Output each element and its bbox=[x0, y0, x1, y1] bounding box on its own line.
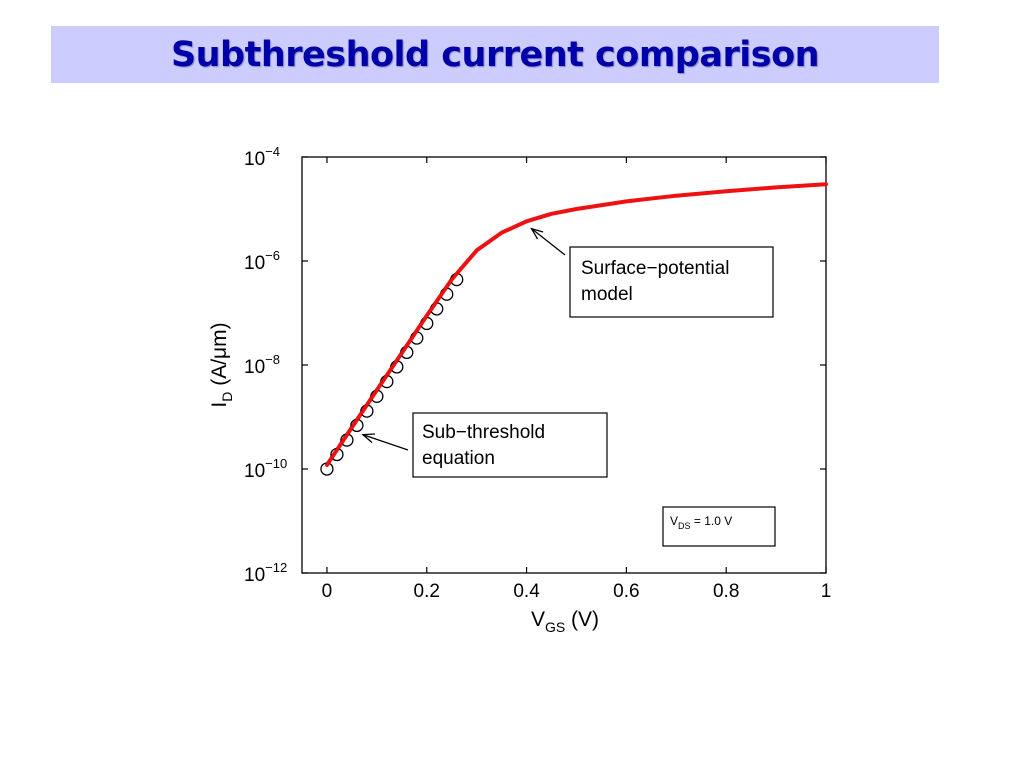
x-tick-label: 1 bbox=[821, 581, 832, 602]
vds-label: VDS = 1.0 V bbox=[670, 514, 732, 531]
y-tick-label: 10−6 bbox=[244, 248, 280, 274]
annotation-box bbox=[412, 412, 608, 478]
annotation-surface-potential: Surface−potential model bbox=[569, 246, 774, 318]
annotation-text-line2: model bbox=[581, 284, 633, 305]
series-line-overlay bbox=[325, 248, 479, 467]
x-axis-label: VGS (V) bbox=[531, 608, 599, 635]
annotation-box bbox=[569, 246, 774, 318]
arrow-head bbox=[530, 227, 544, 240]
arrow-shaft bbox=[362, 434, 409, 451]
plot-marks: 0 0.2 0.4 0.6 0.8 1 10−4 10−6 10−8 10−10 10−12 bbox=[244, 144, 831, 602]
x-tick-label: 0.6 bbox=[613, 581, 639, 602]
slide-title: Subthreshold current comparison bbox=[170, 34, 820, 75]
y-tick-label: 10−4 bbox=[244, 144, 280, 170]
title-bar: Subthreshold current comparison bbox=[51, 26, 939, 83]
annotation-subthreshold: Sub−threshold equation bbox=[412, 412, 608, 478]
annotation-text-line1: Sub−threshold bbox=[422, 422, 545, 443]
arrow-head bbox=[361, 433, 375, 443]
x-tick-label: 0.4 bbox=[513, 581, 540, 602]
annotation-vds: VDS = 1.0 V bbox=[662, 506, 776, 547]
y-axis-label: ID (A/μm) bbox=[208, 322, 235, 407]
annotation-box bbox=[662, 506, 776, 547]
arrow-surface-potential bbox=[530, 227, 566, 256]
x-tick-label: 0.2 bbox=[414, 581, 440, 602]
y-tick-label: 10−12 bbox=[244, 560, 287, 586]
y-tick-label: 10−8 bbox=[244, 352, 280, 378]
annotation-text-line1: Surface−potential bbox=[581, 258, 729, 279]
x-tick-label: 0 bbox=[322, 581, 333, 602]
x-tick-label: 0.8 bbox=[713, 581, 739, 602]
annotation-text-line2: equation bbox=[422, 448, 495, 469]
arrow-subthreshold bbox=[361, 433, 409, 451]
y-tick-label: 10−10 bbox=[244, 456, 287, 482]
arrow-shaft bbox=[531, 228, 566, 256]
